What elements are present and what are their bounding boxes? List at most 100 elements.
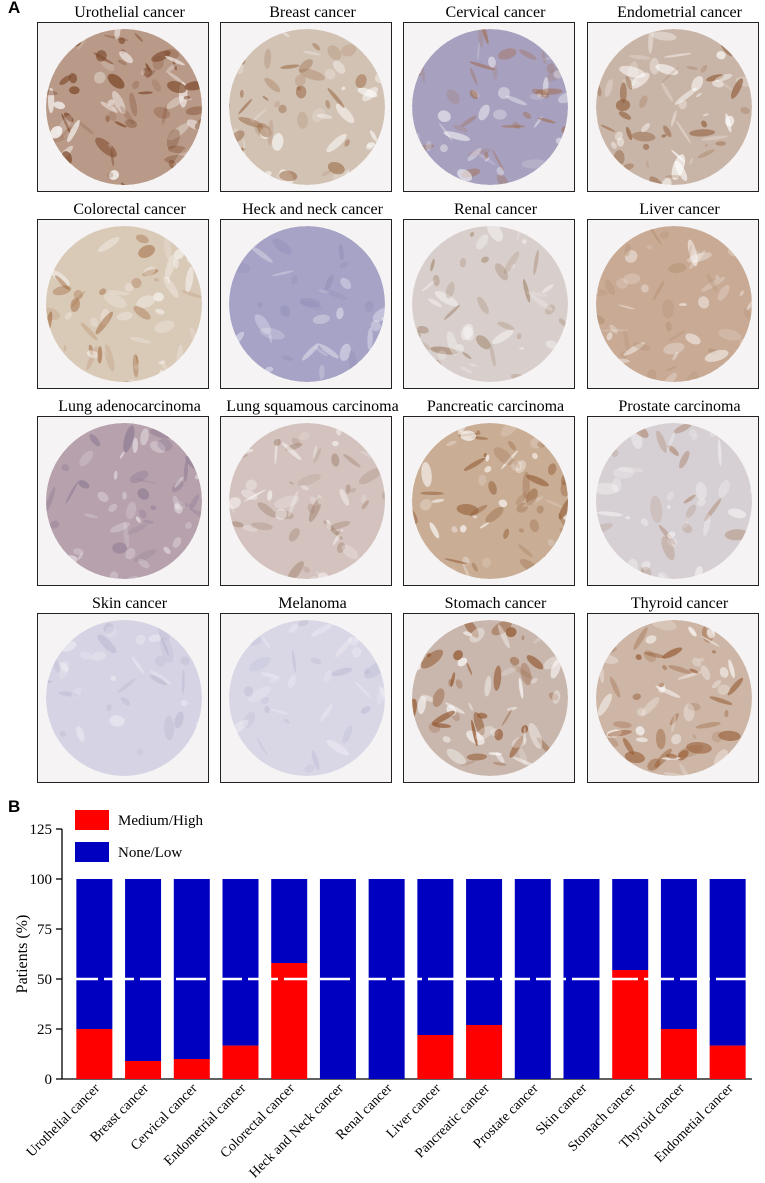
y-tick-label: 100 (30, 872, 53, 888)
bar-medium-high (709, 1045, 746, 1079)
tissue-core-title: Prostate carcinoma (618, 398, 741, 415)
x-tick-label: Heck and Neck cancer (247, 1081, 347, 1181)
tissue-core-panel: Prostate carcinoma (587, 398, 765, 593)
tissue-core-frame (220, 22, 392, 192)
legend-swatch-none-low (75, 842, 109, 862)
tissue-core-frame (403, 416, 575, 586)
tissue-core-title: Renal cancer (453, 201, 538, 218)
tissue-core-image (596, 620, 752, 776)
tissue-core-panel: Cervical cancer (403, 4, 588, 199)
tissue-core-image (412, 226, 568, 382)
y-tick-label: 50 (37, 972, 52, 988)
bar-none-low (466, 879, 503, 1025)
tissue-core-title: Colorectal cancer (73, 201, 186, 218)
tissue-core-frame (587, 416, 759, 586)
bar-medium-high (466, 1025, 503, 1079)
x-tick-label: Endometrial cancer (161, 1081, 249, 1169)
tissue-core-image (412, 423, 568, 579)
bar-none-low (271, 879, 308, 963)
tissue-core-grid: Urothelial cancer Breast cancer Cervical c… (37, 4, 765, 790)
tissue-core-frame (587, 219, 759, 389)
y-axis-label: Patients (%) (14, 915, 31, 994)
bar-medium-high (660, 1029, 697, 1079)
y-tick-label: 25 (37, 1022, 52, 1038)
bar-medium-high (417, 1035, 454, 1079)
tissue-core-panel: Endometrial cancer (587, 4, 765, 199)
bar-none-low (222, 879, 259, 1046)
bar-none-low (417, 879, 454, 1035)
tissue-core-image (46, 29, 202, 185)
tissue-core-panel: Urothelial cancer (37, 4, 222, 199)
tissue-core-frame (403, 22, 575, 192)
bar-medium-high (173, 1059, 210, 1079)
tissue-core-image (46, 226, 202, 382)
y-tick-label: 0 (45, 1072, 53, 1088)
tissue-core-frame (37, 219, 209, 389)
tissue-core-image (596, 423, 752, 579)
tissue-core-title: Pancreatic carcinoma (426, 398, 565, 415)
legend-swatch-medium-high (75, 810, 109, 830)
tissue-core-panel: Stomach cancer (403, 595, 588, 790)
tissue-core-image (596, 29, 752, 185)
legend-label-none-low: None/Low (118, 845, 182, 861)
tissue-core-image (46, 620, 202, 776)
tissue-core-title: Lung squamous carcinoma (226, 398, 399, 415)
bar-none-low (173, 879, 210, 1059)
bar-none-low (76, 879, 113, 1029)
tissue-core-frame (587, 22, 759, 192)
tissue-core-title: Skin cancer (91, 595, 168, 612)
tissue-core-title: Endometrial cancer (617, 4, 742, 21)
tissue-core-frame (403, 613, 575, 783)
tissue-core-image (412, 620, 568, 776)
panel-a-label: A (8, 0, 21, 17)
tissue-core-panel: Skin cancer (37, 595, 222, 790)
bar-medium-high (612, 970, 649, 1079)
legend-label-medium-high: Medium/High (118, 813, 203, 829)
tissue-core-title: Liver cancer (639, 201, 720, 218)
tissue-core-panel: Renal cancer (403, 201, 588, 396)
tissue-core-panel: Heck and neck cancer (220, 201, 405, 396)
tissue-core-title: Cervical cancer (445, 4, 546, 21)
tissue-core-panel: Pancreatic carcinoma (403, 398, 588, 593)
tissue-core-panel: Melanoma (220, 595, 405, 790)
tissue-core-image (229, 620, 385, 776)
tissue-core-panel: Breast cancer (220, 4, 405, 199)
tissue-core-title: Thyroid cancer (630, 595, 729, 612)
tissue-core-title: Urothelial cancer (74, 4, 185, 21)
bar-medium-high (271, 963, 308, 1079)
tissue-core-frame (220, 613, 392, 783)
bar-none-low (125, 879, 162, 1061)
tissue-core-title: Lung adenocarcinoma (58, 398, 201, 415)
tissue-core-frame (587, 613, 759, 783)
bar-none-low (660, 879, 697, 1029)
bar-medium-high (222, 1045, 259, 1079)
tissue-core-frame (220, 416, 392, 586)
tissue-core-image (229, 423, 385, 579)
tissue-core-panel: Thyroid cancer (587, 595, 765, 790)
tissue-core-panel: Colorectal cancer (37, 201, 222, 396)
tissue-core-frame (37, 22, 209, 192)
tissue-core-image (46, 423, 202, 579)
bar-none-low (612, 879, 649, 970)
tissue-core-frame (403, 219, 575, 389)
tissue-core-title: Melanoma (278, 595, 347, 612)
bar-none-low (709, 879, 746, 1046)
tissue-core-title: Breast cancer (269, 4, 356, 21)
tissue-core-panel: Liver cancer (587, 201, 765, 396)
x-tick-label: Urothelial cancer (24, 1081, 103, 1160)
panel-b-label: B (8, 797, 21, 816)
tissue-core-panel: Lung squamous carcinoma (220, 398, 405, 593)
tissue-core-title: Stomach cancer (444, 595, 547, 612)
tissue-core-image (412, 29, 568, 185)
tissue-core-frame (37, 613, 209, 783)
bar-medium-high (76, 1029, 113, 1079)
y-tick-label: 125 (30, 822, 53, 838)
y-tick-label: 75 (37, 922, 52, 938)
tissue-core-image (229, 29, 385, 185)
tissue-core-panel: Lung adenocarcinoma (37, 398, 222, 593)
tissue-core-frame (220, 219, 392, 389)
bar-medium-high (125, 1061, 162, 1079)
tissue-core-frame (37, 416, 209, 586)
tissue-core-title: Heck and neck cancer (242, 201, 383, 218)
expression-bar-chart: 0 25 50 75 100 125 Patients (%) Urothelial canc… (14, 810, 752, 1181)
